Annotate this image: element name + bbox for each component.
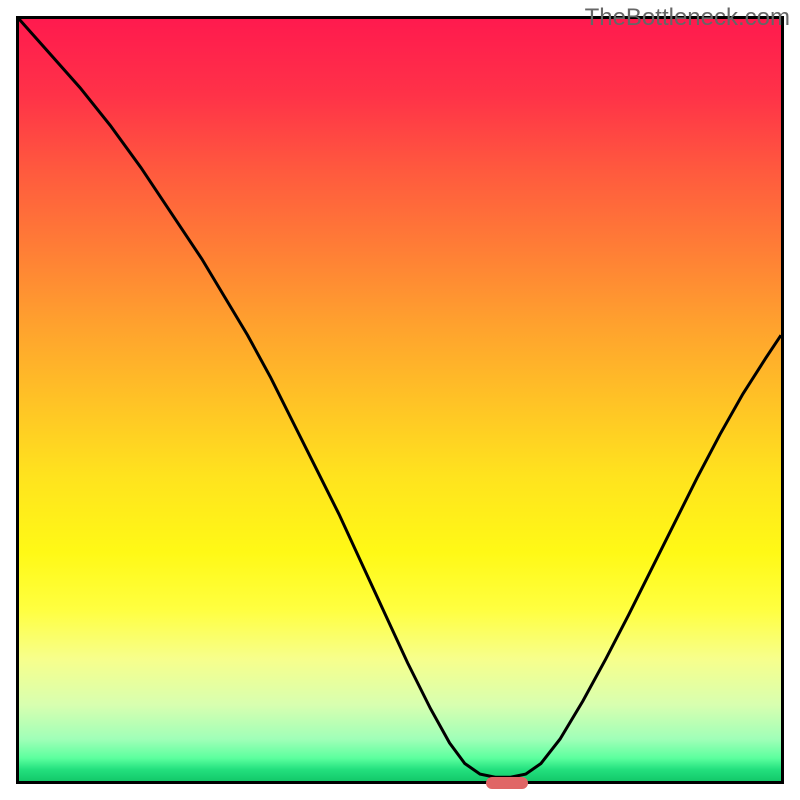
bottleneck-curve [19, 19, 781, 777]
chart-container: TheBottleneck.com [0, 0, 800, 800]
optimal-marker [486, 777, 528, 789]
plot-area [16, 16, 784, 784]
watermark-text: TheBottleneck.com [585, 4, 790, 32]
curve-layer [19, 19, 781, 781]
